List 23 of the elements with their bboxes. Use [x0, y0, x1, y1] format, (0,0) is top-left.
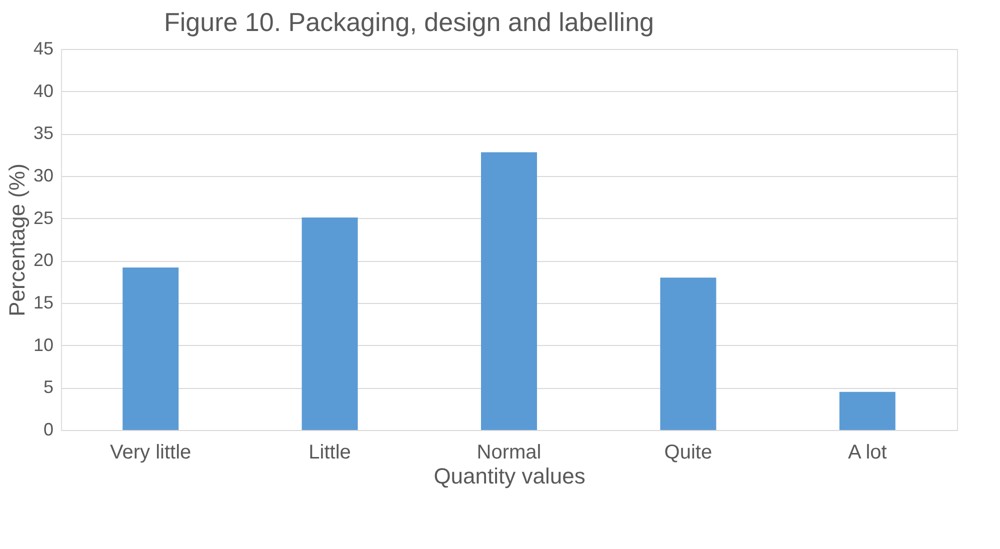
y-tick-label: 45 — [33, 38, 54, 58]
x-tick-label: Normal — [476, 442, 542, 464]
y-tick-label: 30 — [33, 166, 54, 186]
y-tick-label: 5 — [43, 377, 54, 398]
chart-title: Figure 10. Packaging, design and labelling — [164, 7, 654, 37]
x-tick-label: A lot — [848, 442, 888, 464]
x-tick-label: Quite — [664, 442, 712, 464]
y-tick-label: 25 — [33, 208, 54, 228]
bar — [839, 392, 896, 430]
y-tick-label: 20 — [33, 250, 54, 270]
y-tick-label: 35 — [33, 123, 54, 144]
x-axis-title: Quantity values — [434, 464, 586, 488]
bar — [302, 217, 358, 430]
x-tick-label: Little — [308, 442, 351, 464]
y-tick-label: 15 — [33, 292, 54, 312]
y-tick-label: 40 — [33, 80, 54, 101]
bar — [122, 267, 179, 430]
y-tick-label: 10 — [33, 334, 54, 355]
x-tick-label: Very little — [110, 442, 192, 464]
y-tick-label: 0 — [43, 420, 54, 440]
bar — [660, 278, 716, 430]
y-axis-title: Percentage (%) — [4, 164, 30, 316]
bar — [481, 152, 537, 430]
